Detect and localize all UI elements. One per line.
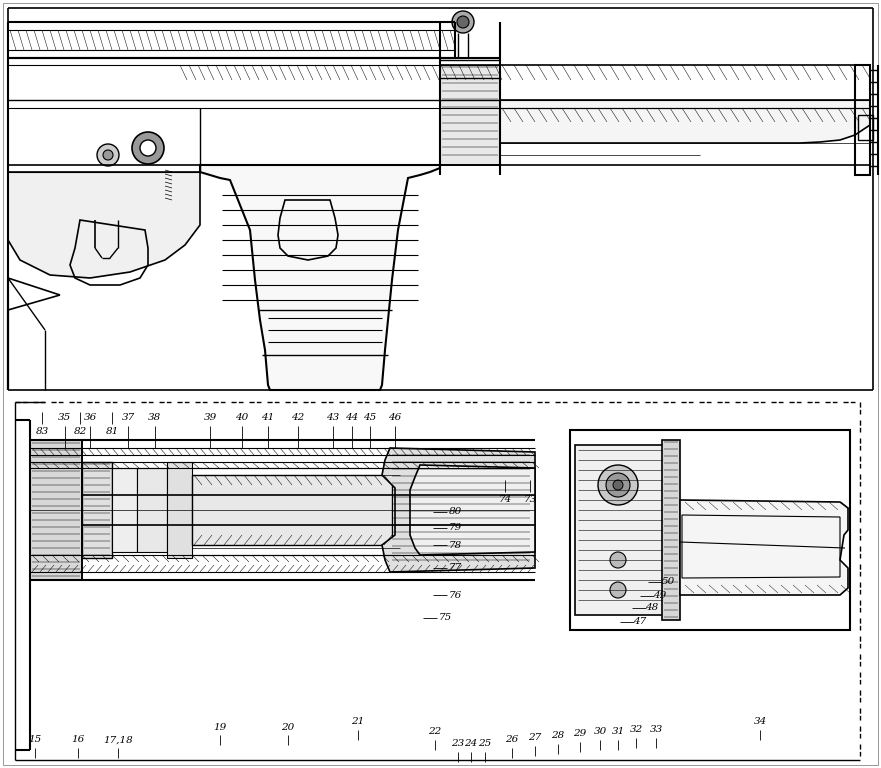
Bar <box>137 468 167 552</box>
Text: 24: 24 <box>464 740 478 749</box>
Text: 47: 47 <box>633 617 647 627</box>
Text: 83: 83 <box>35 428 48 436</box>
Polygon shape <box>680 500 848 595</box>
Text: 31: 31 <box>611 727 625 737</box>
Bar <box>440 65 500 165</box>
Circle shape <box>97 144 119 166</box>
Text: 23: 23 <box>451 740 464 749</box>
Text: 29: 29 <box>574 730 587 739</box>
Text: 76: 76 <box>448 591 462 600</box>
Text: 36: 36 <box>84 413 97 422</box>
Text: 38: 38 <box>148 413 161 422</box>
Text: 44: 44 <box>345 413 359 422</box>
Text: 46: 46 <box>389 413 402 422</box>
Text: 22: 22 <box>428 727 441 737</box>
Polygon shape <box>200 165 440 390</box>
Bar <box>30 440 82 580</box>
Text: 48: 48 <box>646 604 659 613</box>
Text: 43: 43 <box>326 413 339 422</box>
Text: 42: 42 <box>292 413 305 422</box>
Text: 16: 16 <box>71 736 85 744</box>
Bar <box>112 468 137 552</box>
Text: 15: 15 <box>28 736 41 744</box>
Bar <box>167 462 192 558</box>
Text: 45: 45 <box>363 413 376 422</box>
Polygon shape <box>8 165 200 278</box>
Text: 21: 21 <box>352 717 365 727</box>
Bar <box>570 430 850 630</box>
Circle shape <box>103 150 113 160</box>
Circle shape <box>613 480 623 490</box>
Circle shape <box>610 552 626 568</box>
Circle shape <box>457 16 469 28</box>
Text: 20: 20 <box>281 723 294 731</box>
Circle shape <box>132 132 164 164</box>
Text: 81: 81 <box>106 428 119 436</box>
Text: 82: 82 <box>73 428 86 436</box>
Text: 37: 37 <box>122 413 135 422</box>
Bar <box>192 475 392 545</box>
Circle shape <box>606 473 630 497</box>
Text: 30: 30 <box>594 727 607 737</box>
Text: 33: 33 <box>649 726 663 734</box>
Text: 19: 19 <box>213 723 226 731</box>
Text: 40: 40 <box>235 413 248 422</box>
Text: 78: 78 <box>448 541 462 549</box>
Text: 34: 34 <box>753 717 766 727</box>
Text: 73: 73 <box>523 495 537 505</box>
Text: 28: 28 <box>552 731 565 740</box>
Text: 77: 77 <box>448 564 462 572</box>
Circle shape <box>452 11 474 33</box>
Text: 25: 25 <box>478 740 492 749</box>
Polygon shape <box>382 448 535 572</box>
Text: 80: 80 <box>448 508 462 517</box>
Bar <box>858 115 873 140</box>
Circle shape <box>598 465 638 505</box>
Text: 17,18: 17,18 <box>103 736 133 744</box>
Bar <box>575 445 665 615</box>
Text: 75: 75 <box>439 614 452 623</box>
Text: 79: 79 <box>448 524 462 532</box>
Polygon shape <box>410 465 535 555</box>
Text: 26: 26 <box>506 736 519 744</box>
Text: 35: 35 <box>58 413 71 422</box>
Bar <box>662 440 680 620</box>
Text: 41: 41 <box>262 413 275 422</box>
Text: 50: 50 <box>662 578 675 587</box>
Text: 32: 32 <box>629 726 642 734</box>
Bar <box>82 462 112 558</box>
Text: 27: 27 <box>529 733 542 743</box>
Text: 39: 39 <box>204 413 217 422</box>
Text: 74: 74 <box>499 495 512 505</box>
Circle shape <box>140 140 156 156</box>
Polygon shape <box>500 100 870 143</box>
Circle shape <box>610 582 626 598</box>
Text: 49: 49 <box>654 591 667 601</box>
